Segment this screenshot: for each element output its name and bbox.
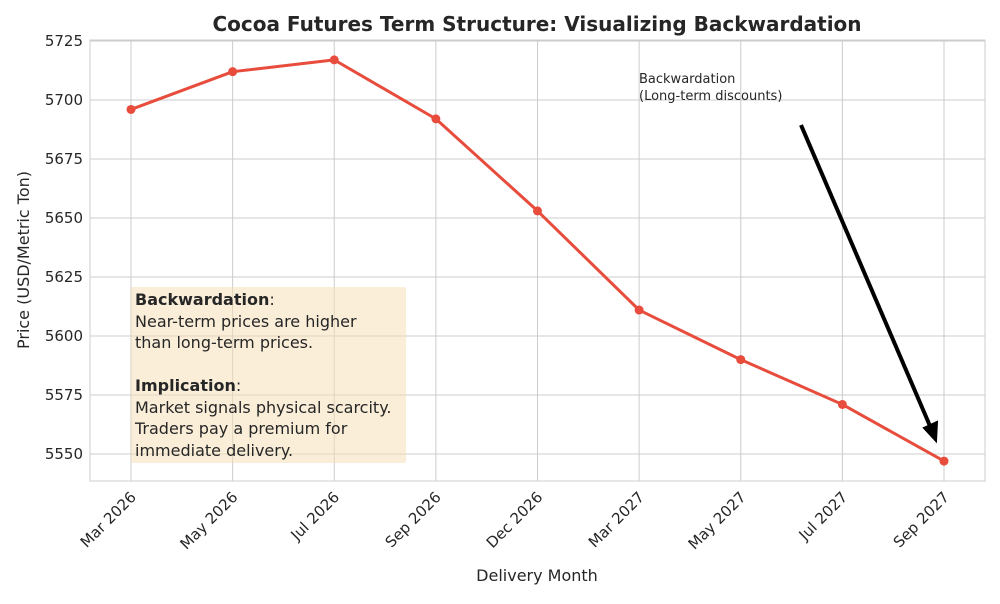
data-point bbox=[431, 114, 441, 124]
annotation-line-1: Backwardation bbox=[639, 72, 735, 87]
y-tick-label: 5675 bbox=[45, 150, 83, 168]
x-tick-label: Sep 2026 bbox=[382, 488, 445, 551]
info-textbox: Backwardation: Near-term prices are high… bbox=[131, 287, 406, 463]
data-point bbox=[634, 305, 644, 315]
textbox-heading-1: Backwardation bbox=[135, 290, 269, 309]
y-axis-label: Price (USD/Metric Ton) bbox=[14, 171, 33, 349]
y-tick-label: 5575 bbox=[45, 386, 83, 404]
annotation-arrowhead bbox=[922, 420, 939, 444]
chart-title: Cocoa Futures Term Structure: Visualizin… bbox=[212, 12, 861, 36]
data-point bbox=[228, 67, 238, 77]
textbox-line-3: Market signals physical scarcity. bbox=[135, 398, 391, 417]
data-point bbox=[329, 55, 339, 65]
x-tick-label: Jul 2027 bbox=[795, 488, 852, 545]
textbox-line-4: Traders pay a premium for bbox=[134, 419, 348, 438]
y-tick-label: 5625 bbox=[45, 268, 83, 286]
y-tick-label: 5650 bbox=[45, 209, 83, 227]
textbox-line-5: immediate delivery. bbox=[135, 441, 293, 460]
textbox-line-2: than long-term prices. bbox=[135, 333, 313, 352]
x-tick-label: Mar 2027 bbox=[585, 488, 648, 551]
y-tick-labels: 5550 5575 5600 5625 5650 5675 5700 5725 bbox=[45, 32, 83, 463]
y-tick-label: 5550 bbox=[45, 445, 83, 463]
plot-area-border bbox=[89, 39, 986, 482]
y-tick-label: 5700 bbox=[45, 91, 83, 109]
data-point bbox=[126, 104, 136, 114]
x-axis-label: Delivery Month bbox=[476, 566, 598, 585]
x-tick-label: Dec 2026 bbox=[483, 488, 547, 552]
data-point bbox=[837, 399, 847, 409]
data-point bbox=[736, 355, 746, 365]
data-points bbox=[126, 55, 949, 466]
textbox-heading-2: Implication bbox=[135, 376, 236, 395]
annotation: Backwardation (Long-term discounts) bbox=[639, 72, 939, 444]
svg-text:Implication:: Implication: bbox=[135, 376, 241, 395]
x-tick-label: Mar 2026 bbox=[77, 488, 140, 551]
x-tick-label: May 2027 bbox=[685, 488, 750, 553]
data-point bbox=[939, 456, 949, 466]
svg-text:Backwardation:: Backwardation: bbox=[135, 290, 275, 309]
annotation-line-2: (Long-term discounts) bbox=[639, 89, 782, 104]
x-tick-label: May 2026 bbox=[176, 488, 241, 553]
x-tick-label: Jul 2026 bbox=[286, 488, 343, 545]
data-point bbox=[533, 206, 542, 216]
annotation-arrow bbox=[799, 124, 932, 427]
x-tick-labels: Mar 2026 May 2026 Jul 2026 Sep 2026 Dec 2026… bbox=[77, 488, 953, 553]
y-tick-label: 5725 bbox=[45, 32, 83, 50]
y-tick-label: 5600 bbox=[45, 327, 83, 345]
x-tick-label: Sep 2027 bbox=[890, 488, 953, 551]
textbox-line-1: Near-term prices are higher bbox=[135, 312, 357, 331]
